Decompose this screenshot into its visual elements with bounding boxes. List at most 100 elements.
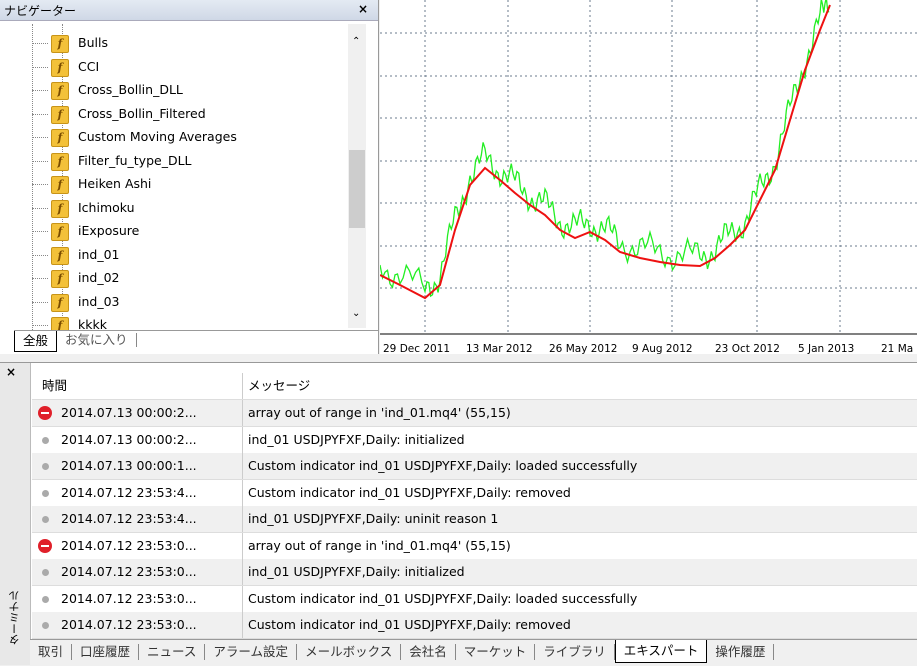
- tree-connector: [32, 325, 48, 326]
- price-chart: [380, 0, 917, 335]
- log-row[interactable]: 2014.07.12 23:53:0... ind_01 USDJPYFXF,Da…: [32, 559, 917, 586]
- indicator-item[interactable]: Ichimoku f: [32, 197, 135, 219]
- tree-connector: [32, 231, 48, 232]
- log-row[interactable]: 2014.07.12 23:53:0... array out of range …: [32, 532, 917, 560]
- close-button[interactable]: ×: [358, 2, 369, 16]
- log-time: 2014.07.12 23:53:4...: [61, 511, 197, 526]
- error-bar: [41, 544, 49, 547]
- x-tick-label: 9 Aug 2012: [632, 343, 693, 354]
- x-tick-label: 26 May 2012: [549, 343, 618, 354]
- tab[interactable]: 操作履歴: [707, 644, 775, 660]
- indicator-icon: f: [51, 270, 69, 288]
- label: kkkk: [78, 317, 107, 330]
- tree-connector: [32, 254, 48, 256]
- log-row[interactable]: 2014.07.12 23:53:0... Custom indicator in…: [32, 585, 917, 613]
- log-time: 2014.07.13 00:00:2...: [61, 405, 197, 420]
- price-line: [380, 0, 830, 298]
- indicator-item[interactable]: Cross_Bollin_Filtered f: [32, 103, 206, 125]
- log-message: ind_01 USDJPYFXF,Daily: initialized: [248, 431, 465, 447]
- column-separator: [242, 479, 243, 506]
- scroll-thumb[interactable]: [349, 150, 365, 228]
- tab[interactable]: ライブラリ: [535, 644, 615, 660]
- info-icon: [42, 595, 49, 603]
- tree-connector: [32, 137, 48, 138]
- tree-connector: [32, 184, 48, 185]
- indicator-icon: f: [51, 293, 69, 312]
- navigator-titlebar: ナビゲーター ×: [0, 0, 378, 21]
- log-message: ind_01 USDJPYFXF,Daily: uninit reason 1: [248, 511, 499, 526]
- column-separator: [242, 532, 243, 559]
- indicator-item[interactable]: ind_01 f: [32, 244, 120, 266]
- tab[interactable]: 口座履歴: [72, 644, 140, 660]
- info-icon: [42, 516, 49, 523]
- indicator-icon: f: [51, 246, 69, 265]
- tab[interactable]: ニュース: [139, 644, 206, 660]
- log-row[interactable]: 2014.07.12 23:53:4... ind_01 USDJPYFXF,Da…: [32, 506, 917, 533]
- scrollbar[interactable]: ⌃ ⌄: [348, 24, 366, 328]
- label: Cross_Bollin_Filtered: [78, 105, 206, 121]
- log-row[interactable]: 2014.07.13 00:00:1... Custom indicator in…: [32, 453, 917, 480]
- indicator-icon: f: [51, 35, 69, 53]
- log-message: Custom indicator ind_01 USDJPYFXF,Daily:…: [248, 617, 571, 632]
- column-header[interactable]: メッセージ: [248, 378, 311, 393]
- tree-line: [32, 24, 33, 330]
- indicator-item[interactable]: Filter_fu_type_DLL f: [32, 150, 192, 172]
- tree-connector: [32, 207, 48, 209]
- terminal-sidebar: × ターミナル: [0, 363, 31, 665]
- terminal-tabs: 取引 口座履歴 ニュース アラーム設定 メールボックス 会社名 マーケット ライブラリ エキスパ…: [30, 639, 917, 666]
- column-separator: [242, 426, 243, 453]
- column-separator: [242, 373, 243, 399]
- indicator-item[interactable]: iExposure f: [32, 220, 140, 242]
- indicator-item[interactable]: Cross_Bollin_DLL f: [32, 79, 183, 101]
- navigator-tabs: 全般 お気に入り: [14, 330, 378, 353]
- navigator-panel: ナビゲーター × Bulls f CCI f Cross_Bollin_DLL f Cros…: [0, 0, 379, 354]
- indicator-item[interactable]: Heiken Ashi f: [32, 173, 151, 195]
- grid: [380, 0, 917, 334]
- close-button[interactable]: ×: [6, 365, 17, 379]
- indicator-icon: f: [51, 58, 69, 77]
- navigator-list: Bulls f CCI f Cross_Bollin_DLL f Cross_Bollin_…: [30, 24, 348, 330]
- error-icon: [38, 538, 52, 553]
- tab[interactable]: お気に入り: [57, 333, 137, 347]
- log-time: 2014.07.13 00:00:1...: [61, 458, 197, 473]
- indicator-item[interactable]: Custom Moving Averages f: [32, 126, 237, 148]
- log-row[interactable]: 2014.07.12 23:53:0... Custom indicator in…: [32, 612, 917, 639]
- indicator-item[interactable]: ind_03 f: [32, 291, 120, 313]
- tab[interactable]: エキスパート: [614, 640, 708, 663]
- scroll-up[interactable]: ⌃: [352, 36, 361, 47]
- log-message: Custom indicator ind_01 USDJPYFXF,Daily:…: [248, 458, 638, 473]
- tab[interactable]: アラーム設定: [205, 644, 298, 660]
- tab[interactable]: 会社名: [401, 644, 456, 660]
- tab[interactable]: メールボックス: [297, 644, 402, 660]
- tab[interactable]: マーケット: [456, 644, 536, 660]
- tree-connector: [32, 90, 48, 91]
- tab[interactable]: 全般: [14, 331, 58, 352]
- label: ind_02: [78, 270, 120, 285]
- log-row[interactable]: 2014.07.12 23:53:4... Custom indicator in…: [32, 479, 917, 507]
- info-icon: [42, 569, 49, 576]
- x-tick-label: 23 Oct 2012: [715, 343, 780, 354]
- log-row[interactable]: 2014.07.13 00:00:2... ind_01 USDJPYFXF,Da…: [32, 426, 917, 454]
- label: Bulls: [78, 35, 108, 50]
- tree-connector: [32, 113, 48, 115]
- column-separator: [242, 453, 243, 479]
- log-time: 2014.07.12 23:53:0...: [61, 564, 197, 579]
- x-tick-label: 29 Dec 2011: [383, 343, 451, 354]
- log-time: 2014.07.13 00:00:2...: [61, 431, 197, 447]
- label: Cross_Bollin_DLL: [78, 82, 183, 97]
- log-time: 2014.07.12 23:53:0...: [61, 537, 197, 553]
- label: iExposure: [78, 223, 140, 238]
- indicator-item[interactable]: kkkk f: [32, 314, 107, 330]
- log-row[interactable]: 2014.07.13 00:00:2... array out of range …: [32, 400, 917, 427]
- indicator-item[interactable]: Bulls f: [32, 32, 108, 54]
- column-header[interactable]: 時間: [42, 378, 68, 393]
- indicator-icon: f: [51, 82, 69, 100]
- indicator-item[interactable]: CCI f: [32, 56, 99, 78]
- indicator-item[interactable]: ind_02 f: [32, 267, 120, 289]
- label: Filter_fu_type_DLL: [78, 152, 192, 168]
- indicator-icon: f: [51, 199, 69, 218]
- indicator-icon: f: [51, 105, 69, 124]
- tab[interactable]: 取引: [30, 644, 73, 660]
- scroll-down[interactable]: ⌄: [352, 308, 361, 319]
